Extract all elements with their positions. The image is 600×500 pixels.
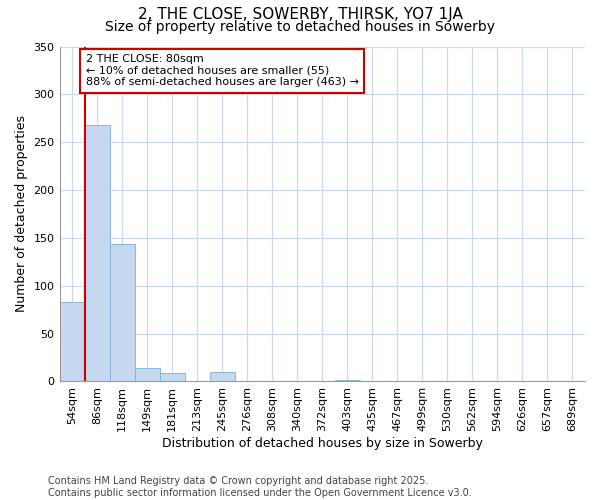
Text: Contains HM Land Registry data © Crown copyright and database right 2025.
Contai: Contains HM Land Registry data © Crown c…	[48, 476, 472, 498]
Bar	[134, 368, 160, 382]
Bar	[85, 125, 110, 382]
Y-axis label: Number of detached properties: Number of detached properties	[15, 116, 28, 312]
X-axis label: Distribution of detached houses by size in Sowerby: Distribution of detached houses by size …	[162, 437, 483, 450]
Text: Size of property relative to detached houses in Sowerby: Size of property relative to detached ho…	[105, 20, 495, 34]
Bar	[59, 302, 85, 382]
Text: 2 THE CLOSE: 80sqm
← 10% of detached houses are smaller (55)
88% of semi-detache: 2 THE CLOSE: 80sqm ← 10% of detached hou…	[86, 54, 359, 88]
Bar	[560, 380, 585, 382]
Bar	[335, 380, 360, 382]
Bar	[209, 372, 235, 382]
Bar	[160, 373, 185, 382]
Text: 2, THE CLOSE, SOWERBY, THIRSK, YO7 1JA: 2, THE CLOSE, SOWERBY, THIRSK, YO7 1JA	[137, 8, 463, 22]
Bar	[110, 244, 134, 382]
